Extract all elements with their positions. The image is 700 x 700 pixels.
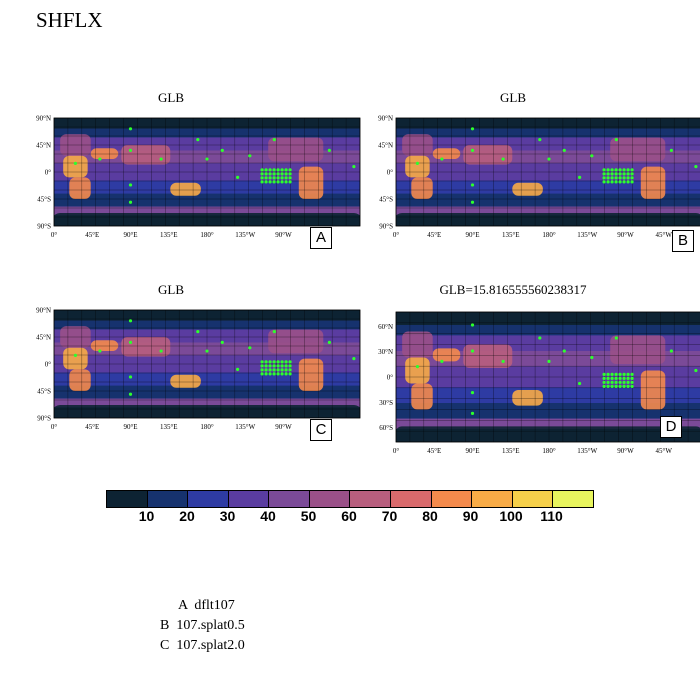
lat-tick-label: 0° bbox=[387, 169, 394, 177]
lat-tick-label: 45°S bbox=[37, 388, 51, 396]
lon-tick-label: 90°E bbox=[123, 231, 137, 239]
panel-b-letter: B bbox=[672, 230, 694, 252]
panel-b-map: 90°N45°N0°45°S90°S0° 45°E 90°E 135°E 180° 135… bbox=[378, 115, 700, 239]
lat-tick-label: 30°N bbox=[378, 348, 393, 356]
lon-tick-label: 180° bbox=[542, 447, 556, 455]
panel-d-map: 60°N 30°N 0° 30°S 60°S 0° 45°E 90°E 135°E 180° 135… bbox=[378, 311, 700, 455]
panel-c-title: GLB bbox=[158, 282, 184, 297]
lat-tick-label: 30°S bbox=[379, 399, 393, 407]
colorbar-box bbox=[147, 491, 189, 507]
colorbar-label: 10 bbox=[138, 508, 155, 524]
figure-title: SHFLX bbox=[36, 8, 103, 32]
lat-tick-label: 45°S bbox=[379, 196, 393, 204]
lon-tick-label: 90°W bbox=[275, 231, 292, 239]
lon-tick-label: 45°E bbox=[85, 231, 99, 239]
colorbar-label: 30 bbox=[219, 508, 236, 524]
lat-tick-label: 90°S bbox=[379, 223, 393, 231]
colorbar-label: 60 bbox=[341, 508, 357, 524]
lon-tick-label: 180° bbox=[200, 231, 214, 239]
lon-tick-label: 45°E bbox=[427, 447, 441, 455]
lon-tick-label: 45°E bbox=[427, 231, 441, 239]
lon-tick-label: 180° bbox=[542, 231, 556, 239]
lon-tick-label: 135°E bbox=[502, 447, 520, 455]
lat-tick-label: 45°N bbox=[378, 142, 393, 150]
colorbar-label: 20 bbox=[179, 508, 195, 524]
colorbar-box bbox=[228, 491, 270, 507]
lat-tick-label: 0° bbox=[387, 374, 394, 382]
panel-a-letter: A bbox=[310, 227, 332, 249]
lon-tick-label: 135°E bbox=[502, 231, 520, 239]
colorbar-label: 50 bbox=[300, 508, 317, 524]
colorbar-label: 110 bbox=[540, 508, 563, 524]
lat-tick-label: 90°N bbox=[378, 115, 393, 123]
lat-tick-label: 90°S bbox=[37, 415, 51, 423]
panel-c-letter: C bbox=[310, 419, 332, 441]
lon-tick-label: 45°E bbox=[85, 423, 99, 431]
colorbar-label: 70 bbox=[381, 508, 398, 524]
colorbar-box bbox=[391, 491, 432, 507]
colorbar-label: 40 bbox=[260, 508, 276, 524]
lon-tick-label: 45°W bbox=[656, 231, 673, 239]
lon-tick-label: 135°E bbox=[160, 231, 178, 239]
lon-tick-label: 135°W bbox=[235, 231, 255, 239]
legend: A dflt107 B 107.splat0.5 C 107.splat2.0 bbox=[150, 596, 245, 656]
lon-tick-label: 90°E bbox=[465, 231, 479, 239]
lon-tick-label: 45°W bbox=[656, 447, 673, 455]
lon-tick-label: 180° bbox=[200, 423, 214, 431]
colorbar-box bbox=[472, 491, 513, 507]
lat-tick-label: 0° bbox=[45, 361, 52, 369]
lon-tick-label: 0° bbox=[51, 231, 58, 239]
legend-entry-c: C 107.splat2.0 bbox=[160, 638, 245, 653]
legend-entry-a: A dflt107 bbox=[178, 598, 235, 613]
lat-tick-label: 0° bbox=[45, 169, 52, 177]
lat-tick-label: 90°N bbox=[36, 307, 51, 315]
colorbar-box bbox=[107, 491, 148, 507]
colorbar-label: 100 bbox=[499, 508, 523, 524]
panel-a-title: GLB bbox=[158, 90, 184, 105]
lat-tick-label: 45°S bbox=[37, 196, 51, 204]
lat-tick-label: 90°N bbox=[36, 115, 51, 123]
legend-entry-b: B 107.splat0.5 bbox=[160, 618, 245, 633]
lon-tick-label: 0° bbox=[51, 423, 58, 431]
lat-tick-label: 60°S bbox=[379, 424, 393, 432]
lon-tick-label: 90°W bbox=[275, 423, 292, 431]
lon-tick-label: 90°E bbox=[123, 423, 137, 431]
colorbar-box bbox=[431, 491, 473, 507]
colorbar-box bbox=[309, 491, 351, 507]
lon-tick-label: 90°W bbox=[617, 231, 634, 239]
panel-a-map: 90°N45°N0°45°S90°S0° 45°E 90°E 135°E 180° 135… bbox=[36, 115, 361, 239]
colorbar-label: 90 bbox=[462, 508, 479, 524]
colorbar-box bbox=[269, 491, 310, 507]
lon-tick-label: 90°W bbox=[617, 447, 634, 455]
colorbar-label: 80 bbox=[422, 508, 438, 524]
panel-b-title: GLB bbox=[500, 90, 526, 105]
lon-tick-label: 0° bbox=[393, 231, 400, 239]
colorbar-box bbox=[188, 491, 229, 507]
colorbar-box bbox=[553, 491, 593, 507]
lon-tick-label: 0° bbox=[393, 447, 400, 455]
lon-tick-label: 135°W bbox=[235, 423, 255, 431]
lat-tick-label: 60°N bbox=[378, 323, 393, 331]
lon-tick-label: 135°W bbox=[577, 231, 597, 239]
panel-d-title: GLB=15.816555560238317 bbox=[439, 282, 587, 297]
panel-d-letter: D bbox=[660, 416, 682, 438]
lat-tick-label: 45°N bbox=[36, 334, 51, 342]
colorbar bbox=[106, 490, 594, 508]
lat-tick-label: 45°N bbox=[36, 142, 51, 150]
lon-tick-label: 135°E bbox=[160, 423, 178, 431]
lon-tick-label: 90°E bbox=[465, 447, 479, 455]
lon-tick-label: 135°W bbox=[577, 447, 597, 455]
lat-tick-label: 90°S bbox=[37, 223, 51, 231]
colorbar-box bbox=[512, 491, 554, 507]
colorbar-box bbox=[350, 491, 392, 507]
